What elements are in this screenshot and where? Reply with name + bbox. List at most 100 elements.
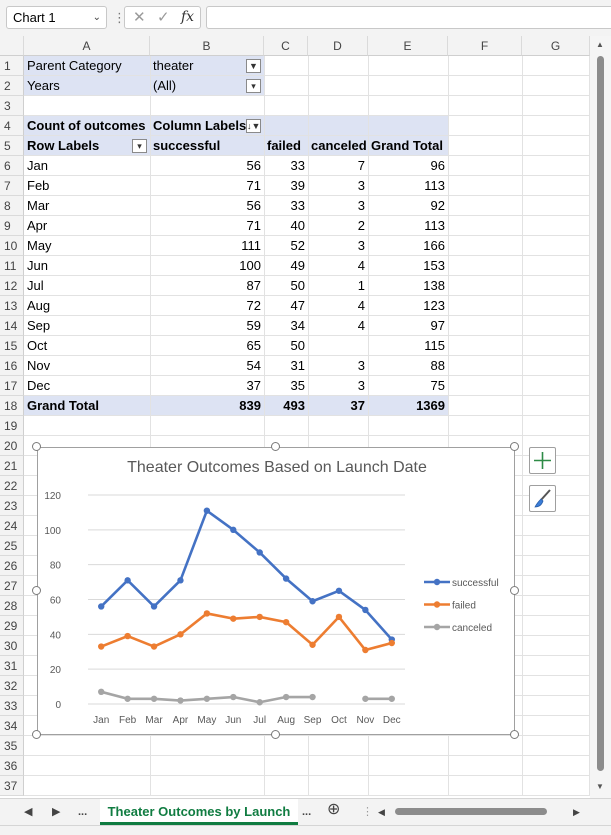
pivot-value-cell-failed[interactable]: 31 bbox=[290, 358, 305, 373]
pivot-grand-total-total[interactable]: 1369 bbox=[416, 398, 445, 413]
resize-handle-w[interactable] bbox=[32, 586, 41, 595]
row-header[interactable]: 20 bbox=[0, 436, 24, 456]
pivot-value-cell-canceled[interactable]: 4 bbox=[357, 258, 365, 273]
pivot-row-label[interactable]: Nov bbox=[27, 358, 51, 373]
pivot-value-cell-canceled[interactable]: 3 bbox=[357, 378, 365, 393]
pivot-row-label[interactable]: Jun bbox=[27, 258, 48, 273]
filter-active-icon[interactable]: ▼ bbox=[246, 59, 261, 73]
scroll-down-icon[interactable]: ▼ bbox=[596, 782, 604, 791]
row-header[interactable]: 24 bbox=[0, 516, 24, 536]
vertical-scroll-thumb[interactable] bbox=[597, 56, 604, 771]
pivot-value-cell-failed[interactable]: 52 bbox=[290, 238, 305, 253]
pivot-value-cell-total[interactable]: 92 bbox=[430, 198, 445, 213]
pivot-value-cell-canceled[interactable]: 2 bbox=[357, 218, 365, 233]
resize-handle-nw[interactable] bbox=[32, 442, 41, 451]
row-header[interactable]: 23 bbox=[0, 496, 24, 516]
scroll-up-icon[interactable]: ▲ bbox=[596, 40, 604, 49]
pivot-grand-total-failed[interactable]: 493 bbox=[283, 398, 305, 413]
column-header-g[interactable]: G bbox=[522, 36, 590, 56]
row-header[interactable]: 1 bbox=[0, 56, 24, 76]
row-header[interactable]: 28 bbox=[0, 596, 24, 616]
row-header[interactable]: 16 bbox=[0, 356, 24, 376]
chart-styles-button[interactable] bbox=[529, 485, 556, 512]
row-header[interactable]: 12 bbox=[0, 276, 24, 296]
pivot-value-cell-successful[interactable]: 56 bbox=[246, 198, 261, 213]
pivot-value-cell-total[interactable]: 123 bbox=[423, 298, 445, 313]
pivot-value-cell-total[interactable]: 113 bbox=[424, 218, 445, 233]
pivot-value-cell-canceled[interactable]: 4 bbox=[357, 298, 365, 313]
insert-function-icon[interactable]: fx bbox=[181, 9, 195, 25]
row-header[interactable]: 10 bbox=[0, 236, 24, 256]
add-sheet-icon[interactable]: ⊕ bbox=[327, 801, 341, 818]
row-header[interactable]: 2 bbox=[0, 76, 24, 96]
row-header[interactable]: 33 bbox=[0, 696, 24, 716]
row-header[interactable]: 4 bbox=[0, 116, 24, 136]
name-box[interactable]: Chart 1 ⌄ bbox=[6, 6, 107, 29]
pivot-row-label[interactable]: Sep bbox=[27, 318, 51, 333]
resize-handle-e[interactable] bbox=[510, 586, 519, 595]
pivot-value-cell-successful[interactable]: 87 bbox=[246, 278, 261, 293]
pivot-value-cell-successful[interactable]: 72 bbox=[246, 298, 261, 313]
tab-scroll-left-icon[interactable]: ◀ bbox=[24, 806, 33, 818]
row-header[interactable]: 29 bbox=[0, 616, 24, 636]
pivot-value-cell-canceled[interactable]: 3 bbox=[357, 238, 365, 253]
pivot-value-cell-canceled[interactable]: 3 bbox=[357, 358, 365, 373]
pivot-row-label[interactable]: Jul bbox=[27, 278, 44, 293]
row-header[interactable]: 11 bbox=[0, 256, 24, 276]
pivot-row-label[interactable]: Jan bbox=[27, 158, 48, 173]
pivot-row-label[interactable]: Feb bbox=[27, 178, 50, 193]
pivot-value-cell-successful[interactable]: 111 bbox=[241, 238, 261, 253]
formula-input[interactable] bbox=[206, 6, 611, 29]
sort-filter-icon[interactable]: ↓▼ bbox=[246, 119, 261, 133]
pivot-value-cell-failed[interactable]: 35 bbox=[290, 378, 305, 393]
pivot-value-cell-failed[interactable]: 34 bbox=[290, 318, 305, 333]
pivot-value-cell-canceled[interactable]: 3 bbox=[357, 178, 365, 193]
pivot-value-cell-failed[interactable]: 39 bbox=[290, 178, 305, 193]
row-header[interactable]: 7 bbox=[0, 176, 24, 196]
row-header[interactable]: 34 bbox=[0, 716, 24, 736]
pivot-value-cell-failed[interactable]: 50 bbox=[290, 338, 305, 353]
confirm-icon[interactable]: ✓ bbox=[157, 9, 170, 26]
cancel-icon[interactable]: ✕ bbox=[133, 9, 146, 26]
pivot-value-cell-successful[interactable]: 71 bbox=[246, 178, 261, 193]
tab-theater-outcomes-by-launch[interactable]: Theater Outcomes by Launch bbox=[100, 799, 298, 825]
row-header[interactable]: 8 bbox=[0, 196, 24, 216]
worksheet-grid[interactable]: A B C D E F G 1 2 3 4 5 6 7 8 9 10 11 12 13 14 15 16 17 1… bbox=[0, 36, 611, 798]
row-header[interactable]: 3 bbox=[0, 96, 24, 116]
pivot-filter1-value[interactable]: theater bbox=[153, 58, 194, 73]
resize-handle-sw[interactable] bbox=[32, 730, 41, 739]
pivot-value-cell-failed[interactable]: 33 bbox=[290, 198, 305, 213]
tab-overflow-left[interactable]: ... bbox=[78, 806, 88, 818]
pivot-value-cell-successful[interactable]: 56 bbox=[246, 158, 261, 173]
pivot-value-cell-total[interactable]: 88 bbox=[430, 358, 445, 373]
row-header[interactable]: 15 bbox=[0, 336, 24, 356]
vertical-scrollbar[interactable]: ▲ ▼ bbox=[590, 36, 611, 798]
pivot-value-cell-canceled[interactable] bbox=[308, 336, 368, 356]
pivot-grand-total-successful[interactable]: 839 bbox=[239, 398, 261, 413]
pivot-value-cell-total[interactable]: 138 bbox=[423, 278, 445, 293]
chart-elements-button[interactable] bbox=[529, 447, 556, 474]
row-header[interactable]: 31 bbox=[0, 656, 24, 676]
pivot-value-cell-failed[interactable]: 47 bbox=[290, 298, 305, 313]
pivot-value-cell-total[interactable]: 96 bbox=[430, 158, 445, 173]
pivot-value-cell-total[interactable]: 97 bbox=[430, 318, 445, 333]
pivot-value-cell-total[interactable]: 75 bbox=[430, 378, 445, 393]
pivot-value-cell-successful[interactable]: 65 bbox=[246, 338, 261, 353]
tab-overflow-right[interactable]: ... bbox=[302, 806, 312, 818]
row-header[interactable]: 17 bbox=[0, 376, 24, 396]
dropdown-arrow-icon[interactable]: ▾ bbox=[132, 139, 147, 153]
pivot-value-cell-failed[interactable]: 49 bbox=[290, 258, 305, 273]
hscroll-left-icon[interactable]: ◀ bbox=[378, 807, 385, 817]
pivot-value-cell-total[interactable]: 113 bbox=[424, 178, 445, 193]
column-header-e[interactable]: E bbox=[368, 36, 448, 56]
resize-handle-n[interactable] bbox=[271, 442, 280, 451]
resize-handle-se[interactable] bbox=[510, 730, 519, 739]
row-header[interactable]: 25 bbox=[0, 536, 24, 556]
pivot-row-label[interactable]: Aug bbox=[27, 298, 51, 313]
row-header[interactable]: 9 bbox=[0, 216, 24, 236]
row-header[interactable]: 18 bbox=[0, 396, 24, 416]
row-header[interactable]: 37 bbox=[0, 776, 24, 796]
row-header[interactable]: 27 bbox=[0, 576, 24, 596]
row-header[interactable]: 26 bbox=[0, 556, 24, 576]
pivot-row-label[interactable]: Apr bbox=[27, 218, 48, 233]
